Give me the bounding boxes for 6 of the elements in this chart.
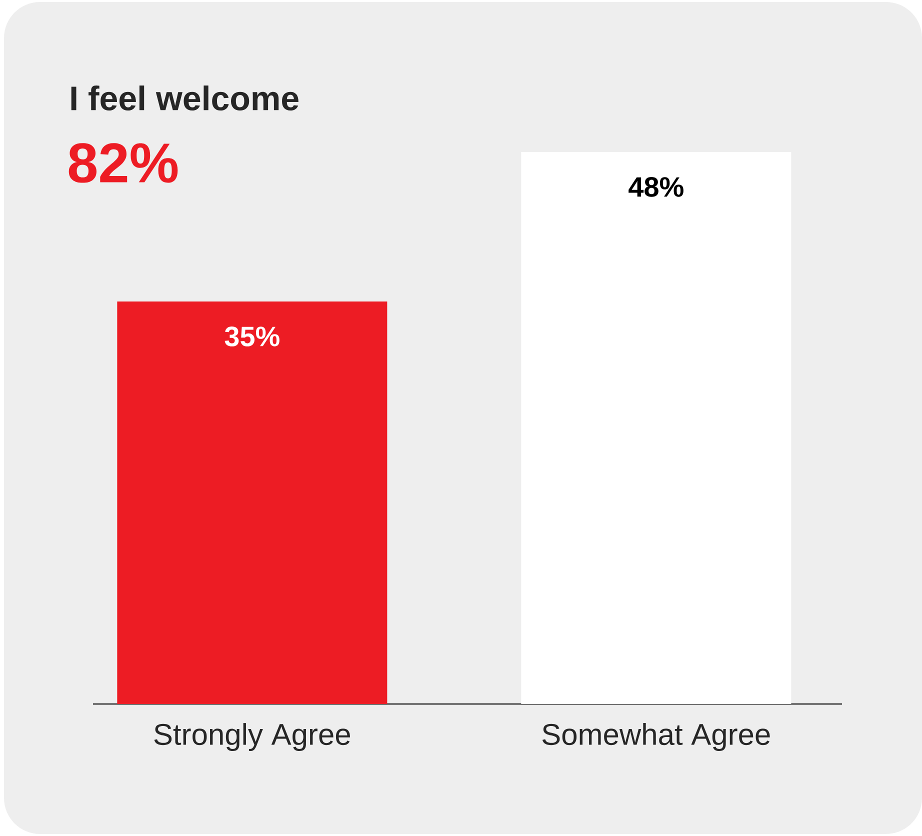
x-tick-label: Somewhat Agree — [542, 723, 770, 751]
x-tick-label: Strongly Agree — [154, 723, 350, 751]
chart-subtitle: 82% — [68, 143, 178, 183]
data-label: 48% — [628, 177, 684, 197]
data-label: 35% — [224, 326, 280, 346]
chart-title: I feel welcome — [71, 86, 298, 110]
